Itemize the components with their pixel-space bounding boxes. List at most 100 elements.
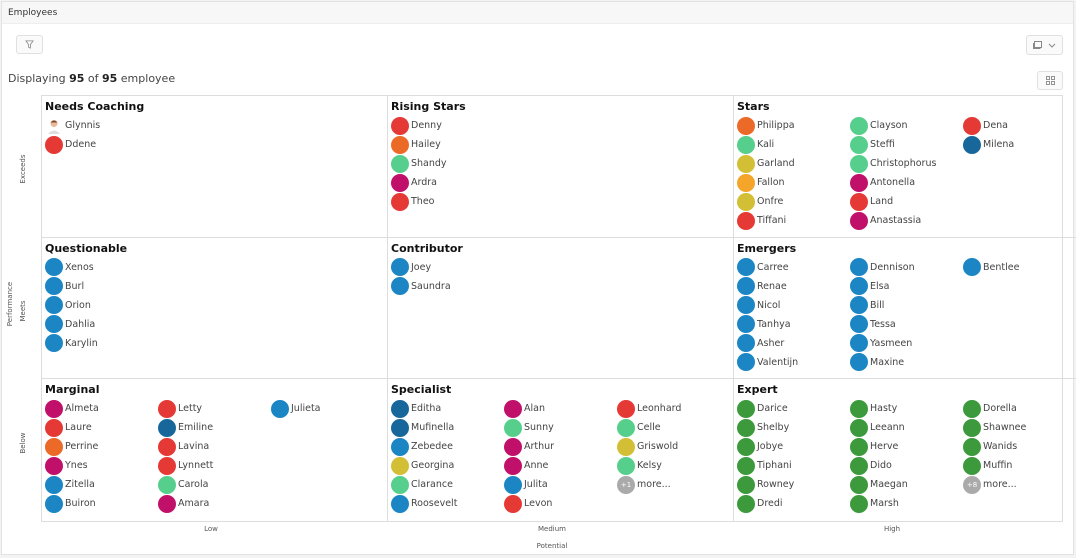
employee-item[interactable]: Dido <box>850 456 963 475</box>
employee-item[interactable]: Jobye <box>737 437 850 456</box>
more-link[interactable]: +8 more... <box>963 475 1076 494</box>
employee-name: Leonhard <box>637 403 682 415</box>
employee-item[interactable]: Julita <box>504 475 617 494</box>
employee-item[interactable]: Rowney <box>737 475 850 494</box>
employee-item[interactable]: Garland <box>737 154 850 173</box>
filter-button[interactable] <box>16 35 43 54</box>
employee-item[interactable]: Hailey <box>391 135 504 154</box>
employee-item[interactable]: Marsh <box>850 494 963 513</box>
box-title: Expert <box>737 383 778 397</box>
employee-item[interactable]: Valentijn <box>737 353 850 372</box>
expand-button[interactable] <box>1037 71 1063 90</box>
employee-item[interactable]: Philippa <box>737 116 850 135</box>
employee-item[interactable]: Tessa <box>850 315 963 334</box>
employee-item[interactable]: Christophorus <box>850 154 963 173</box>
employee-item[interactable]: Dorella <box>963 399 1076 418</box>
employee-item[interactable]: Glynnis <box>45 116 158 135</box>
employee-item[interactable]: Zitella <box>45 475 158 494</box>
employee-item[interactable]: Leonhard <box>617 399 730 418</box>
employee-item[interactable]: Shelby <box>737 418 850 437</box>
employee-item[interactable]: Clayson <box>850 116 963 135</box>
more-link[interactable]: +1 more... <box>617 475 730 494</box>
employee-item[interactable]: Bentlee <box>963 258 1076 277</box>
employee-item[interactable]: Dredi <box>737 494 850 513</box>
employee-item[interactable]: Celle <box>617 418 730 437</box>
employee-item[interactable]: Leeann <box>850 418 963 437</box>
employee-item[interactable]: Onfre <box>737 192 850 211</box>
employee-item[interactable]: Theo <box>391 192 504 211</box>
employee-item[interactable]: Ynes <box>45 456 158 475</box>
employee-item[interactable]: Renae <box>737 277 850 296</box>
employee-item[interactable]: Shawnee <box>963 418 1076 437</box>
employee-item[interactable]: Alan <box>504 399 617 418</box>
employee-item[interactable]: Buiron <box>45 494 158 513</box>
employee-item[interactable]: Joey <box>391 258 504 277</box>
employee-item[interactable]: Kelsy <box>617 456 730 475</box>
employee-item[interactable]: Almeta <box>45 399 158 418</box>
employee-item[interactable]: Anastassia <box>850 211 963 230</box>
employee-item[interactable]: Karylin <box>45 334 158 353</box>
employee-item[interactable]: Denny <box>391 116 504 135</box>
employee-item[interactable]: Griswold <box>617 437 730 456</box>
employee-item[interactable]: Nicol <box>737 296 850 315</box>
employee-item[interactable]: Saundra <box>391 277 504 296</box>
employee-item[interactable]: Dennison <box>850 258 963 277</box>
employee-item[interactable]: Ardra <box>391 173 504 192</box>
view-layout-dropdown[interactable] <box>1026 35 1063 55</box>
count-prefix: Displaying <box>8 72 70 85</box>
employee-item[interactable]: Anne <box>504 456 617 475</box>
employee-item[interactable]: Tanhya <box>737 315 850 334</box>
employee-item[interactable]: Amara <box>158 494 271 513</box>
employee-item[interactable]: Roosevelt <box>391 494 504 513</box>
employee-item[interactable]: Ddene <box>45 135 158 154</box>
employee-item[interactable]: Carola <box>158 475 271 494</box>
employee-item[interactable]: Maxine <box>850 353 963 372</box>
avatar <box>391 437 409 456</box>
employee-item[interactable]: Lynnett <box>158 456 271 475</box>
employee-item[interactable]: Land <box>850 192 963 211</box>
employee-item[interactable]: Carree <box>737 258 850 277</box>
employee-item[interactable]: Bill <box>850 296 963 315</box>
avatar <box>737 154 755 173</box>
employee-name: Dorella <box>983 403 1017 415</box>
employee-item[interactable]: Mufinella <box>391 418 504 437</box>
box-title: Stars <box>737 100 770 113</box>
employee-item[interactable]: Dahlia <box>45 315 158 334</box>
employee-item[interactable]: Orion <box>45 296 158 315</box>
employee-item[interactable]: Kali <box>737 135 850 154</box>
employee-item[interactable]: Perrine <box>45 437 158 456</box>
employee-item[interactable]: Tiffani <box>737 211 850 230</box>
employee-item[interactable]: Steffi <box>850 135 963 154</box>
employee-item[interactable]: Emiline <box>158 418 271 437</box>
employee-item[interactable]: Sunny <box>504 418 617 437</box>
employee-item[interactable]: Georgina <box>391 456 504 475</box>
employee-item[interactable]: Laure <box>45 418 158 437</box>
employee-item[interactable]: Hasty <box>850 399 963 418</box>
employee-item[interactable]: Asher <box>737 334 850 353</box>
employee-item[interactable]: Fallon <box>737 173 850 192</box>
employee-item[interactable]: Yasmeen <box>850 334 963 353</box>
employee-item[interactable]: Lavina <box>158 437 271 456</box>
employee-item[interactable]: Arthur <box>504 437 617 456</box>
employee-item[interactable]: Shandy <box>391 154 504 173</box>
employee-item[interactable]: Letty <box>158 399 271 418</box>
employee-item[interactable]: Tiphani <box>737 456 850 475</box>
employee-item[interactable]: Darice <box>737 399 850 418</box>
employee-item[interactable]: Herve <box>850 437 963 456</box>
employee-item[interactable]: Dena <box>963 116 1076 135</box>
employee-item[interactable]: Xenos <box>45 258 158 277</box>
employee-item[interactable]: Muffin <box>963 456 1076 475</box>
employee-item[interactable]: Elsa <box>850 277 963 296</box>
employee-item[interactable]: Editha <box>391 399 504 418</box>
employee-item[interactable]: Julieta <box>271 399 384 418</box>
box-title: Emergers <box>737 241 797 255</box>
avatar <box>850 334 868 353</box>
employee-item[interactable]: Zebedee <box>391 437 504 456</box>
employee-item[interactable]: Burl <box>45 277 158 296</box>
employee-item[interactable]: Levon <box>504 494 617 513</box>
employee-item[interactable]: Clarance <box>391 475 504 494</box>
employee-item[interactable]: Antonella <box>850 173 963 192</box>
employee-item[interactable]: Milena <box>963 135 1076 154</box>
employee-item[interactable]: Maegan <box>850 475 963 494</box>
employee-item[interactable]: Wanids <box>963 437 1076 456</box>
